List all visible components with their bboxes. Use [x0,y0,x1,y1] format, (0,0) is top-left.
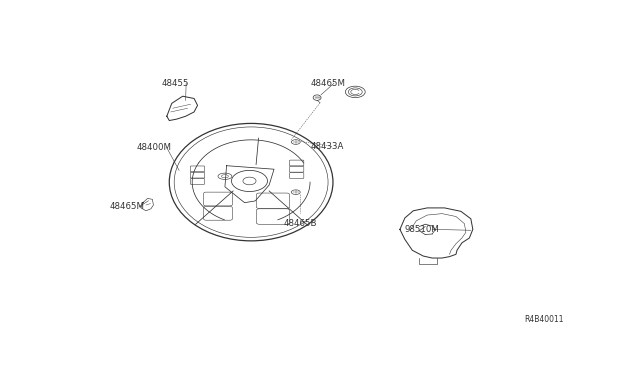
Text: 48465M: 48465M [310,79,346,88]
Text: 48400M: 48400M [137,143,172,152]
Text: R4B40011: R4B40011 [524,315,564,324]
Text: 48455: 48455 [162,79,189,88]
Text: 48465M: 48465M [110,202,145,211]
Text: 98510M: 98510M [405,225,440,234]
Text: 48433A: 48433A [310,142,344,151]
Text: 48465B: 48465B [284,219,317,228]
